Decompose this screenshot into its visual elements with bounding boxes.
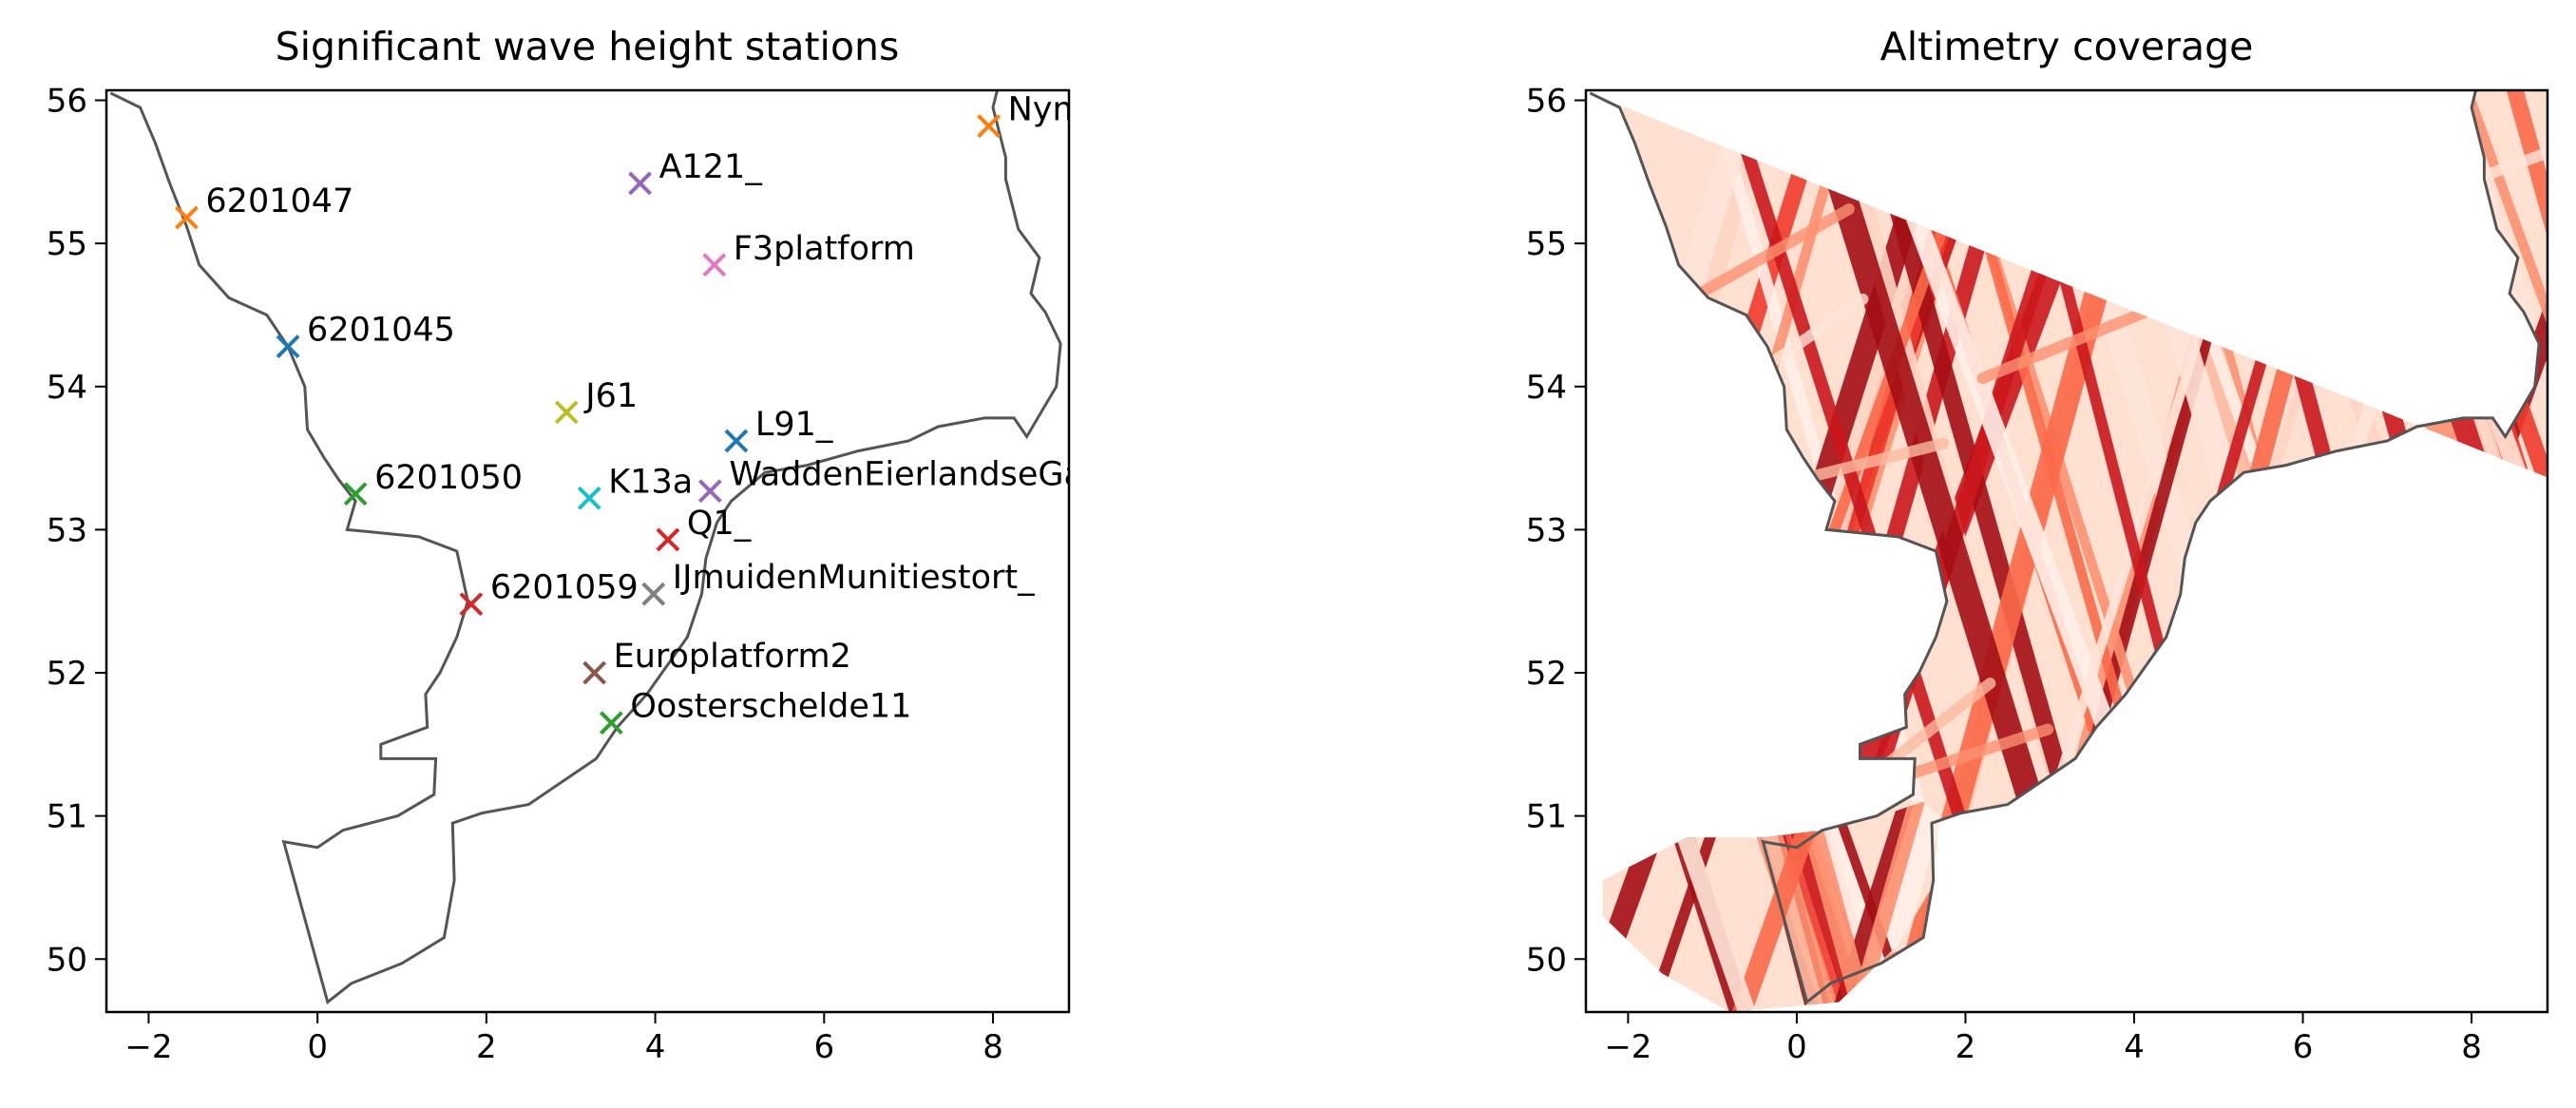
coastline — [109, 90, 1062, 1005]
station-marker — [702, 253, 727, 277]
station-label: Q1_ — [687, 505, 752, 543]
station-label: Oosterschelde11 — [630, 688, 911, 726]
stations-xtick-label: 0 — [307, 1028, 328, 1066]
coverage-xtick-label: 8 — [2461, 1028, 2482, 1066]
stations-ytick-label: 54 — [47, 369, 87, 407]
station-marker — [641, 582, 666, 606]
stations-ytick-label: 55 — [47, 225, 87, 263]
station-label: Europlatform2 — [614, 638, 851, 676]
station-marker — [724, 429, 749, 453]
stations-xtick-label: 8 — [983, 1028, 1003, 1066]
station-label: 6201059 — [490, 569, 639, 607]
station-label: 6201047 — [205, 182, 353, 220]
coverage-xtick-label: 6 — [2293, 1028, 2314, 1066]
stations-xtick-label: 6 — [813, 1028, 834, 1066]
stations-xtick-label: −2 — [124, 1028, 172, 1066]
coastline — [1589, 90, 2541, 1005]
coverage-xtick-label: 2 — [1956, 1028, 1976, 1066]
coverage-ytick-label: 53 — [1526, 511, 1567, 549]
station-markers: Nymindegab A121_ 6201047 F3platform 6201045 J… — [175, 91, 1220, 735]
station-label: L91_ — [755, 406, 833, 444]
coverage-ytick-label: 50 — [1526, 941, 1567, 979]
station-label: A121_ — [659, 148, 763, 186]
stations-xtick-label: 4 — [645, 1028, 666, 1066]
station-marker — [459, 592, 484, 617]
stations-ytick-label: 53 — [47, 511, 87, 549]
stations-xtick-label: 2 — [476, 1028, 497, 1066]
stations-ytick-label: 51 — [47, 798, 87, 836]
coverage-ytick-label: 52 — [1526, 655, 1567, 693]
station-label: K13a — [608, 463, 693, 501]
station-marker — [175, 205, 199, 230]
station-marker — [697, 479, 722, 504]
coverage-ytick-label: 51 — [1526, 798, 1567, 836]
station-label: J61 — [583, 377, 638, 415]
station-marker — [343, 482, 368, 506]
station-marker — [582, 660, 607, 685]
coverage-panel: Altimetry coverage −2 0 2 4 6 8 50 51 52 53 54 55 56 — [1526, 24, 2549, 1066]
station-label: F3platform — [734, 230, 915, 268]
station-label: 6201050 — [374, 459, 523, 497]
station-label: WaddenEierlandseGat — [729, 456, 1097, 494]
coverage-xtick-label: −2 — [1604, 1028, 1651, 1066]
coverage-xtick-label: 0 — [1786, 1028, 1807, 1066]
station-label: 6201045 — [307, 312, 455, 350]
coverage-ytick-label: 55 — [1526, 225, 1567, 263]
stations-ytick-label: 52 — [47, 655, 87, 693]
stations-axes-frame — [105, 88, 1071, 1014]
station-marker — [977, 114, 1001, 139]
stations-ytick-label: 50 — [47, 941, 87, 979]
coverage-ticks: −2 0 2 4 6 8 50 51 52 53 54 55 56 — [1526, 83, 2482, 1066]
coverage-xtick-label: 4 — [2124, 1028, 2145, 1066]
station-marker — [276, 334, 300, 359]
station-marker — [599, 711, 623, 735]
stations-ticks: −2 0 2 4 6 8 50 51 52 53 54 55 56 — [47, 83, 1003, 1066]
stations-title: Significant wave height stations — [276, 24, 900, 69]
station-marker — [628, 171, 653, 196]
station-marker — [577, 486, 601, 510]
coverage-title: Altimetry coverage — [1880, 24, 2254, 69]
station-marker — [554, 400, 579, 425]
altimetry-tracks — [1590, 90, 2547, 1012]
station-label: Nymindegab — [1008, 91, 1220, 129]
station-label: IJmuidenMunitiestort_ — [673, 559, 1035, 597]
coverage-ytick-label: 56 — [1526, 83, 1567, 121]
station-marker — [656, 527, 680, 552]
coverage-ytick-label: 54 — [1526, 369, 1567, 407]
coverage-axes-frame — [1584, 88, 2549, 1014]
stations-panel: Significant wave height stations Nyminde… — [47, 24, 1220, 1066]
stations-ytick-label: 56 — [47, 83, 87, 121]
